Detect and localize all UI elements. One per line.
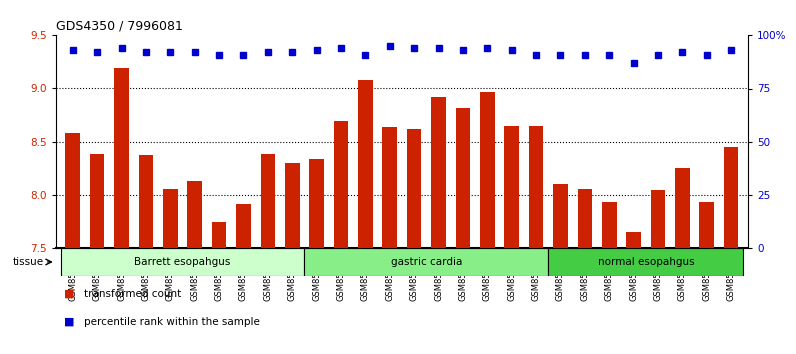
Bar	[626, 232, 641, 354]
Bar	[163, 189, 178, 354]
Bar	[480, 92, 494, 354]
Bar	[578, 189, 592, 354]
Bar	[90, 154, 104, 354]
Bar	[334, 121, 349, 354]
Bar	[431, 97, 446, 354]
Bar	[236, 204, 251, 354]
Bar	[260, 154, 275, 354]
Text: ■: ■	[64, 317, 74, 327]
Text: transformed count: transformed count	[84, 289, 181, 299]
Bar	[650, 190, 665, 354]
Bar	[304, 248, 548, 276]
Bar	[529, 126, 544, 354]
Text: normal esopahgus: normal esopahgus	[598, 257, 694, 267]
Text: GDS4350 / 7996081: GDS4350 / 7996081	[56, 20, 182, 33]
Bar	[724, 147, 739, 354]
Bar	[553, 184, 568, 354]
Bar	[675, 168, 689, 354]
Bar	[382, 127, 397, 354]
Bar	[60, 248, 304, 276]
Text: ■: ■	[64, 289, 74, 299]
Bar	[358, 80, 373, 354]
Bar	[115, 68, 129, 354]
Text: Barrett esopahgus: Barrett esopahgus	[135, 257, 231, 267]
Bar	[212, 222, 226, 354]
Text: tissue: tissue	[13, 257, 44, 267]
Bar	[548, 248, 743, 276]
Bar	[187, 181, 202, 354]
Bar	[310, 159, 324, 354]
Bar	[602, 202, 617, 354]
Bar	[285, 163, 299, 354]
Text: gastric cardia: gastric cardia	[391, 257, 462, 267]
Bar	[455, 108, 470, 354]
Bar	[505, 126, 519, 354]
Bar	[700, 202, 714, 354]
Text: percentile rank within the sample: percentile rank within the sample	[84, 317, 259, 327]
Bar	[65, 133, 80, 354]
Bar	[139, 155, 154, 354]
Bar	[407, 129, 422, 354]
